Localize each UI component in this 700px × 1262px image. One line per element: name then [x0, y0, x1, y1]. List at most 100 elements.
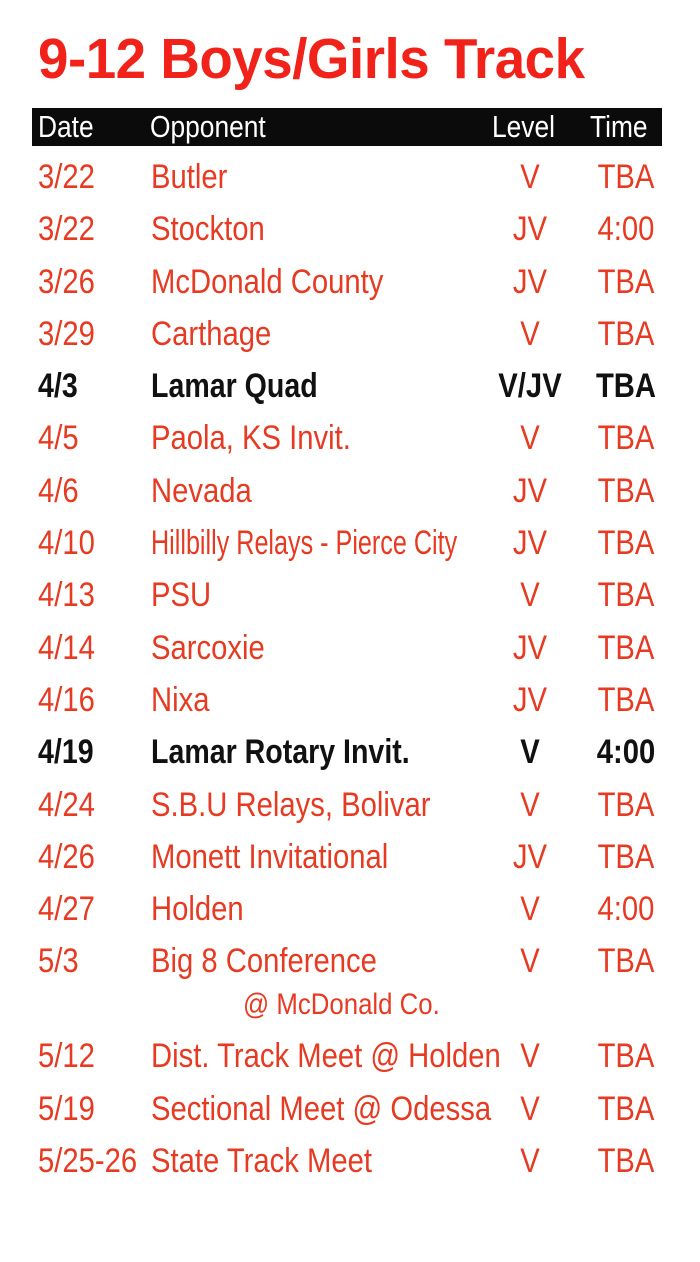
row-opponent: Paola, KS Invit. — [151, 419, 351, 458]
row-opponent: Lamar Quad — [151, 367, 318, 406]
table-row: 4/14 Sarcoxie JV TBA — [0, 623, 700, 675]
row-level: JV — [512, 471, 548, 510]
row-time: TBA — [597, 628, 655, 667]
row-opponent: Dist. Track Meet @ Holden — [151, 1037, 501, 1076]
row-opponent: Sarcoxie — [151, 628, 265, 667]
row-time: TBA — [597, 314, 655, 353]
row-level: JV — [512, 210, 548, 249]
row-time: TBA — [597, 1089, 655, 1128]
table-row: 4/24 S.B.U Relays, Bolivar V TBA — [0, 780, 700, 832]
schedule-table: 3/22 Butler V TBA 3/22 Stockton JV 4:00 3/26 McDo… — [0, 152, 700, 1188]
row-level: V — [520, 942, 540, 981]
page-title: 9-12 Boys/Girls Track — [38, 27, 585, 91]
row-date: 3/29 — [38, 314, 95, 353]
row-date: 5/12 — [38, 1037, 95, 1076]
row-opponent: Hillbilly Relays - Pierce City — [151, 524, 458, 563]
row-level: JV — [512, 262, 548, 301]
row-level: JV — [512, 628, 548, 667]
table-row: 3/26 McDonald County JV TBA — [0, 257, 700, 309]
row-level: V — [520, 890, 540, 929]
row-opponent: Sectional Meet @ Odessa — [151, 1089, 492, 1128]
header-opponent: Opponent — [150, 109, 266, 144]
row-date: 4/19 — [38, 733, 94, 772]
row-date: 4/6 — [38, 471, 79, 510]
row-opponent: Lamar Rotary Invit. — [151, 733, 410, 772]
row-level: V — [520, 785, 540, 824]
row-date: 5/19 — [38, 1089, 95, 1128]
table-row: 4/27 Holden V 4:00 — [0, 884, 700, 936]
row-date: 4/14 — [38, 628, 95, 667]
row-level: V — [520, 314, 540, 353]
table-row: 3/22 Stockton JV 4:00 — [0, 204, 700, 256]
row-time: TBA — [597, 1037, 655, 1076]
table-header: Date Opponent Level Time — [32, 108, 662, 146]
row-time: 4:00 — [597, 890, 655, 929]
row-time: 4:00 — [597, 210, 655, 249]
row-opponent: Butler — [151, 158, 228, 196]
row-time: TBA — [597, 158, 655, 196]
table-row: 4/13 PSU V TBA — [0, 570, 700, 622]
row-time: TBA — [595, 367, 657, 406]
row-level: V/JV — [498, 367, 562, 406]
row-date: 4/5 — [38, 419, 79, 458]
row-date: 4/3 — [38, 367, 78, 406]
row-opponent: S.B.U Relays, Bolivar — [151, 785, 431, 824]
table-row: 5/3 Big 8 Conference V TBA @ McDonald Co. — [0, 936, 700, 1031]
table-row: 4/26 Monett Invitational JV TBA — [0, 832, 700, 884]
row-opponent: Monett Invitational — [151, 837, 389, 876]
table-row: 5/12 Dist. Track Meet @ Holden V TBA — [0, 1031, 700, 1083]
row-opponent: McDonald County — [151, 262, 384, 301]
row-level: V — [520, 158, 540, 196]
row-opponent: Nevada — [151, 471, 252, 510]
row-time: TBA — [597, 419, 655, 458]
row-opponent: Stockton — [151, 210, 265, 249]
row-date: 3/22 — [38, 158, 95, 196]
table-row: 4/5 Paola, KS Invit. V TBA — [0, 413, 700, 465]
row-opponent: Big 8 Conference — [151, 942, 377, 981]
table-row: 5/25-26 State Track Meet V TBA — [0, 1136, 700, 1188]
table-row: 5/19 Sectional Meet @ Odessa V TBA — [0, 1084, 700, 1136]
table-row: 3/29 Carthage V TBA — [0, 309, 700, 361]
row-date: 5/25-26 — [38, 1142, 138, 1181]
table-row: 4/19 Lamar Rotary Invit. V 4:00 — [0, 727, 700, 779]
row-date: 4/26 — [38, 837, 95, 876]
header-time: Time — [590, 109, 648, 144]
row-time: TBA — [597, 262, 655, 301]
row-time: TBA — [597, 1142, 655, 1181]
table-row: 3/22 Butler V TBA — [0, 152, 700, 204]
row-level: V — [520, 1089, 540, 1128]
row-date: 4/16 — [38, 680, 95, 719]
table-row: 4/10 Hillbilly Relays - Pierce City JV TBA — [0, 518, 700, 570]
row-opponent: State Track Meet — [151, 1142, 373, 1181]
row-location: @ McDonald Co. — [243, 988, 440, 1022]
row-date: 5/3 — [38, 942, 79, 981]
row-level: JV — [512, 680, 548, 719]
row-time: 4:00 — [596, 733, 656, 772]
row-level: JV — [512, 524, 548, 563]
row-opponent: Holden — [151, 890, 244, 929]
header-date: Date — [38, 109, 94, 144]
header-level: Level — [492, 109, 555, 144]
row-date: 4/10 — [38, 524, 95, 563]
row-time: TBA — [597, 785, 655, 824]
row-time: TBA — [597, 524, 655, 563]
row-date: 4/13 — [38, 576, 95, 615]
row-level: V — [520, 1142, 540, 1181]
row-opponent: Carthage — [151, 314, 272, 353]
row-time: TBA — [597, 837, 655, 876]
row-date: 3/22 — [38, 210, 95, 249]
row-level: JV — [512, 837, 548, 876]
row-level: V — [520, 576, 540, 615]
row-time: TBA — [597, 942, 655, 981]
row-date: 3/26 — [38, 262, 95, 301]
row-time: TBA — [597, 680, 655, 719]
row-opponent: Nixa — [151, 680, 210, 719]
row-level: V — [520, 1037, 540, 1076]
row-level: V — [520, 419, 540, 458]
row-time: TBA — [597, 576, 655, 615]
row-level: V — [520, 733, 540, 772]
row-date: 4/27 — [38, 890, 95, 929]
row-time: TBA — [597, 471, 655, 510]
row-date: 4/24 — [38, 785, 95, 824]
table-row: 4/16 Nixa JV TBA — [0, 675, 700, 727]
